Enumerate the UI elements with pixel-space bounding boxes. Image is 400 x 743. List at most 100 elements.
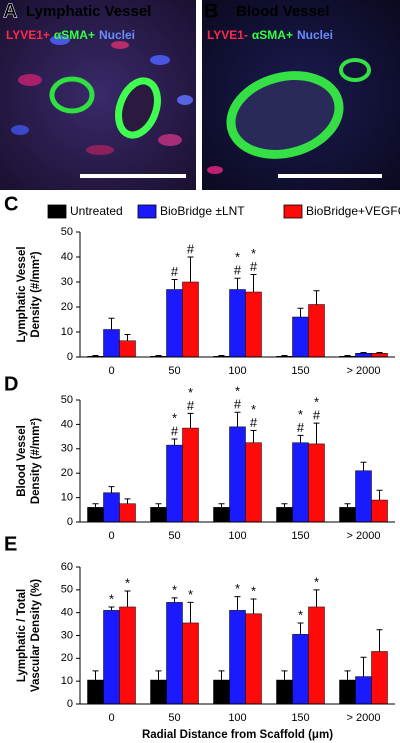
significance-marker: * [251,583,256,598]
x-tick-label: 150 [291,530,309,542]
vessel-b1 [226,71,344,159]
bar [276,507,293,523]
significance-marker: * [298,607,303,622]
significance-marker: * [125,575,130,590]
bar [371,353,388,358]
error-bar [124,498,131,504]
error-bar [297,622,304,635]
significance-marker: * [251,246,256,261]
error-bar [108,317,115,330]
error-bar [297,434,304,443]
panel-label: C [4,193,18,215]
significance-marker: * [235,581,240,596]
error-bar [171,438,178,446]
bar [103,329,120,358]
y-tick-label: 50 [61,584,73,596]
error-bar [250,598,257,614]
bar [166,444,183,523]
bar [229,426,246,523]
y-axis-label: Density (#/mm²) [30,418,42,504]
stain-label: Nuclei [99,28,135,42]
bar [103,492,120,523]
error-bar [360,352,367,354]
bar [308,606,325,705]
panel-label: A [3,0,17,22]
legend-swatch [283,204,303,219]
significance-marker: # [187,241,195,256]
error-bar [281,670,288,681]
error-bar [234,596,241,611]
y-tick-label: 40 [61,607,73,619]
significance-marker: * [314,395,319,410]
y-tick-label: 20 [61,467,73,479]
error-bar [187,256,194,282]
image-title: Lymphatic Vessel [26,3,151,20]
error-bar [234,411,241,427]
y-tick-label: 0 [67,351,73,363]
stain-label: LYVE1+ [6,28,50,42]
bar [150,507,167,523]
bar [182,281,199,358]
bar [213,507,230,523]
stain-label: LYVE1- [207,28,248,42]
error-bar [376,352,383,354]
error-bar [281,355,288,357]
y-tick-label: 30 [61,629,73,641]
y-tick-label: 40 [61,251,73,263]
error-bar [92,503,99,508]
bar [182,427,199,523]
bar [339,679,356,705]
bar [103,610,120,705]
error-bar [155,355,162,357]
error-bar [250,430,257,443]
significance-marker: * [298,407,303,422]
vessel-a1 [49,76,95,114]
error-bar [250,274,257,292]
bar [245,291,262,358]
bar [245,442,262,523]
y-axis-label: Lymphatic / Total [16,589,28,682]
cells-a [11,35,193,155]
bar [355,676,372,705]
y-axis-label: Density (#/mm²) [30,251,42,337]
error-bar [124,590,131,607]
x-tick-label: > 2000 [347,365,381,377]
bar [213,679,230,705]
stain-label: αSMA+ [252,28,293,42]
micrograph-a [0,0,196,190]
y-tick-label: 10 [61,492,73,504]
significance-marker: # [171,264,179,279]
bar [166,289,183,358]
vessel-a2 [115,77,161,139]
x-tick-label: 150 [291,365,309,377]
bar [119,340,136,358]
error-bar [92,670,99,681]
error-bar [313,422,320,444]
error-bar [171,279,178,290]
bar [371,651,388,705]
error-bar [344,355,351,357]
error-bar [281,503,288,508]
x-tick-label: 100 [228,365,246,377]
legend-label: Untreated [70,204,123,218]
significance-marker: * [235,384,240,399]
x-tick-label: 0 [108,530,114,542]
stain-caption: LYVE1+ αSMA+ Nuclei [6,28,135,42]
significance-marker: # [234,397,242,412]
significance-marker: * [251,402,256,417]
significance-marker: * [172,582,177,597]
stain-caption: LYVE1- αSMA+ Nuclei [207,28,333,42]
y-tick-label: 30 [61,276,73,288]
x-tick-label: > 2000 [347,712,381,724]
significance-marker: # [171,423,179,438]
error-bar [360,656,367,677]
error-bar [344,503,351,508]
bar [371,499,388,523]
significance-marker: # [250,415,258,430]
error-bar [108,486,115,493]
significance-marker: # [313,408,321,423]
bar [292,442,309,523]
bar [119,503,136,523]
legend-swatch [137,204,157,219]
bar [308,304,325,358]
